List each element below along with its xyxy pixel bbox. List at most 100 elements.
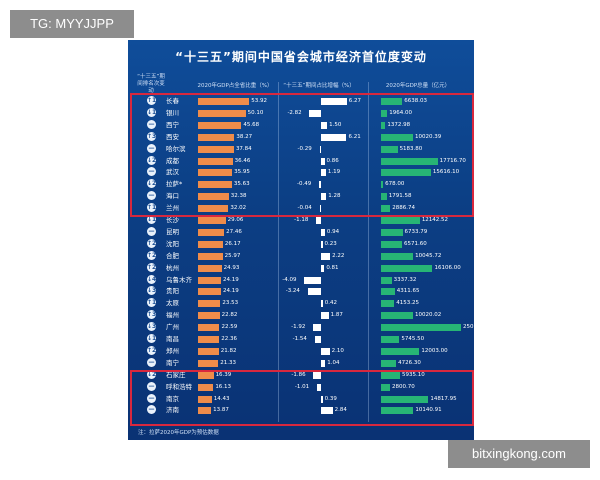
gdp-total-value: 4311.65 — [396, 288, 420, 295]
share-change-bar — [319, 145, 321, 153]
gdp-share-value: 14.43 — [213, 395, 230, 402]
header-rank-change: “十三五”期间排名次变动 — [137, 74, 165, 94]
table-row: ↑1 长春 53.92 6.27 6638.03 — [128, 96, 474, 106]
table-row: ↓2 石家庄 16.39 -1.86 5935.10 — [128, 369, 474, 380]
gdp-total-bar — [381, 407, 414, 415]
city-label: 石家庄 — [166, 370, 186, 379]
gdp-total-value: 5745.50 — [401, 336, 425, 342]
gdp-share-bar — [198, 324, 220, 332]
city-label: 银川 — [166, 108, 179, 117]
share-change-value: 0.86 — [326, 157, 339, 164]
table-row: — 西宁 45.68 1.50 1372.98 — [128, 119, 474, 130]
share-change-bar — [321, 193, 327, 201]
gdp-share-value: 38.27 — [236, 133, 253, 140]
table-row: ↑2 杭州 24.93 0.81 16106.00 — [128, 262, 474, 273]
gdp-share-value: 45.68 — [243, 121, 260, 128]
city-label: 兰州 — [166, 204, 179, 213]
gdp-share-value: 21.82 — [220, 347, 237, 354]
gdp-total-bar — [381, 336, 400, 343]
gdp-share-bar — [198, 205, 229, 213]
gdp-share-value: 22.36 — [221, 336, 237, 342]
city-label: 杭州 — [166, 263, 179, 272]
share-change-bar — [309, 109, 321, 117]
header-gdp-share: 2020年GDP占全省比重（%） — [197, 83, 273, 89]
gdp-share-value: 23.53 — [222, 300, 239, 307]
gdp-total-bar — [381, 169, 431, 177]
gdp-share-bar — [198, 359, 219, 367]
gdp-total-bar — [381, 181, 384, 189]
share-change-value: 2.84 — [334, 407, 347, 414]
gdp-share-value: 16.13 — [215, 383, 232, 390]
share-change-value: 2.22 — [332, 252, 345, 259]
gdp-total-bar — [381, 359, 397, 367]
share-change-value: 0.94 — [326, 228, 340, 235]
gdp-share-value: 32.38 — [230, 193, 247, 200]
gdp-total-value: 1964.00 — [389, 109, 413, 116]
city-label: 南京 — [166, 394, 179, 403]
table-row: ↑1 太原 23.53 0.42 4153.25 — [128, 298, 474, 308]
table-row: ↑2 郑州 21.82 2.10 12003.00 — [128, 345, 474, 356]
share-change-value: -0.04 — [297, 205, 312, 212]
gdp-share-bar — [198, 228, 225, 236]
share-change-value: -3.24 — [285, 288, 300, 295]
share-change-value: -0.49 — [296, 181, 312, 188]
gdp-share-bar — [198, 312, 220, 320]
column-divider — [368, 82, 369, 422]
gdp-total-bar — [381, 217, 420, 224]
rank-change-badge: — — [147, 405, 156, 415]
share-change-value: -2.82 — [287, 109, 302, 116]
rank-change-badge: ↑2 — [147, 345, 157, 355]
city-label: 昆明 — [166, 227, 179, 236]
rank-change-badge: ↑1 — [147, 96, 157, 105]
gdp-share-value: 53.92 — [251, 98, 267, 104]
gdp-total-value: 5183.80 — [399, 145, 423, 152]
share-change-bar — [321, 300, 323, 308]
share-change-value: 2.10 — [331, 347, 344, 354]
share-change-value: -1.92 — [291, 324, 306, 331]
gdp-share-value: 37.84 — [235, 145, 252, 152]
table-row: ↓1 银川 50.10 -2.82 1964.00 — [128, 107, 474, 118]
share-change-value: -1.18 — [294, 217, 309, 223]
city-label: 拉萨* — [166, 180, 183, 189]
rank-change-badge: ↓2 — [147, 155, 157, 165]
rank-change-badge: ↓4 — [147, 274, 157, 284]
gdp-share-bar — [198, 300, 221, 308]
column-divider — [278, 82, 279, 422]
gdp-share-value: 29.06 — [227, 217, 244, 223]
table-row: ↑3 福州 22.82 1.87 10020.02 — [128, 310, 474, 320]
table-row: ↓2 拉萨* 35.63 -0.49 678.00 — [128, 179, 474, 189]
city-label: 西宁 — [166, 120, 179, 129]
gdp-share-bar — [198, 240, 223, 248]
gdp-share-bar — [198, 276, 221, 284]
rank-change-badge: ↓1 — [147, 215, 157, 224]
city-label: 海口 — [166, 192, 179, 201]
gdp-share-bar — [198, 98, 250, 105]
gdp-total-value: 6733.79 — [404, 228, 428, 235]
gdp-total-value: 12003.00 — [421, 347, 448, 354]
gdp-total-value: 12142.52 — [421, 217, 449, 223]
share-change-bar — [321, 347, 330, 355]
city-label: 乌鲁木齐 — [166, 275, 192, 284]
gdp-share-bar — [198, 347, 219, 355]
rank-change-badge: ↑2 — [147, 250, 157, 260]
gdp-total-value: 10140.91 — [415, 407, 442, 414]
rank-change-badge: ↑3 — [147, 310, 157, 320]
share-change-bar — [313, 371, 321, 379]
gdp-total-value: 678.00 — [385, 181, 405, 188]
city-label: 太原 — [166, 299, 179, 308]
gdp-total-value: 2800.70 — [391, 383, 415, 390]
gdp-total-value: 5935.10 — [401, 371, 425, 378]
share-change-value: 0.81 — [326, 264, 339, 271]
share-change-value: -1.01 — [294, 383, 310, 390]
gdp-share-value: 22.82 — [221, 312, 238, 319]
table-row: ↓1 长沙 29.06 -1.18 12142.52 — [128, 215, 474, 225]
city-label: 贵阳 — [166, 287, 179, 296]
gdp-share-value: 32.02 — [230, 205, 247, 212]
gdp-total-value: 16106.00 — [434, 264, 461, 271]
rank-change-badge: ↓3 — [147, 322, 157, 332]
rank-change-badge: — — [147, 226, 156, 236]
city-label: 郑州 — [166, 346, 179, 355]
gdp-share-value: 16.39 — [215, 371, 232, 378]
share-change-value: 6.21 — [348, 133, 361, 140]
gdp-share-value: 24.93 — [223, 264, 240, 271]
